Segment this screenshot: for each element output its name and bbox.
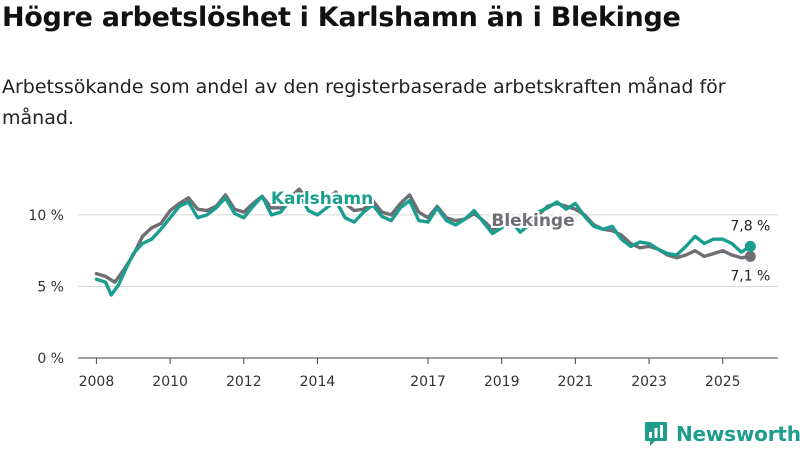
x-tick-label: 2017 [410, 374, 446, 390]
end-point-karlshamn [744, 240, 756, 252]
x-tick-label: 2023 [631, 374, 667, 390]
x-tick-label: 2021 [558, 374, 594, 390]
x-tick-label: 2019 [484, 374, 520, 390]
x-tick-label: 2014 [300, 374, 336, 390]
brand-name: Newsworthy [676, 422, 800, 446]
y-tick-label: 5 % [37, 279, 64, 295]
x-tick-label: 2025 [705, 374, 741, 390]
series-label-blekinge: Blekinge [491, 211, 574, 231]
y-tick-label: 0 % [37, 351, 64, 367]
x-tick-label: 2012 [226, 374, 262, 390]
series-label-karlshamn: Karlshamn [271, 189, 373, 209]
end-label-karlshamn: 7,8 % [730, 218, 770, 234]
y-tick-label: 10 % [28, 208, 64, 224]
x-tick-label: 2010 [152, 374, 188, 390]
chart-subtitle: Arbetssökande som andel av den registerb… [2, 76, 726, 129]
end-point-blekinge [744, 250, 756, 262]
newsworthy-brand[interactable]: Newsworthy [644, 420, 800, 448]
series-line-karlshamn [94, 191, 753, 297]
bar-chart-logo-icon [645, 422, 667, 446]
chart-title: Högre arbetslöshet i Karlshamn än i Blek… [2, 2, 681, 33]
line-chart: 0 % 5 % 10 % 2008 2010 2012 2014 2017 2019 2021 20… [28, 187, 778, 390]
end-label-blekinge: 7,1 % [730, 268, 770, 284]
series-line-blekinge [94, 187, 753, 284]
x-tick-label: 2008 [79, 374, 115, 390]
